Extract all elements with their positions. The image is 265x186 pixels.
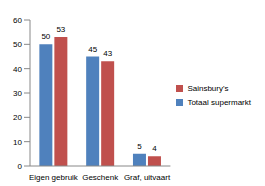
svg-text:20: 20 <box>13 113 22 122</box>
svg-text:60: 60 <box>13 16 22 25</box>
html-text:Totaal supermarkt: Totaal supermarkt <box>187 98 251 107</box>
svg-text:45: 45 <box>88 45 97 54</box>
svg-text:0: 0 <box>18 162 23 171</box>
svg-text:50: 50 <box>41 32 50 41</box>
svg-text:30: 30 <box>13 89 22 98</box>
svg-text:Eigen gebruik: Eigen gebruik <box>29 173 79 182</box>
svg-text:53: 53 <box>56 25 65 34</box>
svg-text:43: 43 <box>103 49 112 58</box>
svg-text:50: 50 <box>13 40 22 49</box>
html-text:Sainsbury's: Sainsbury's <box>187 84 229 93</box>
svg-text:5: 5 <box>137 142 142 151</box>
svg-text:Graf, uitvaart: Graf, uitvaart <box>124 173 171 182</box>
svg-text:Geschenk: Geschenk <box>82 173 119 182</box>
svg-text:4: 4 <box>152 144 157 153</box>
svg-text:40: 40 <box>13 65 22 74</box>
svg-text:10: 10 <box>13 138 22 147</box>
